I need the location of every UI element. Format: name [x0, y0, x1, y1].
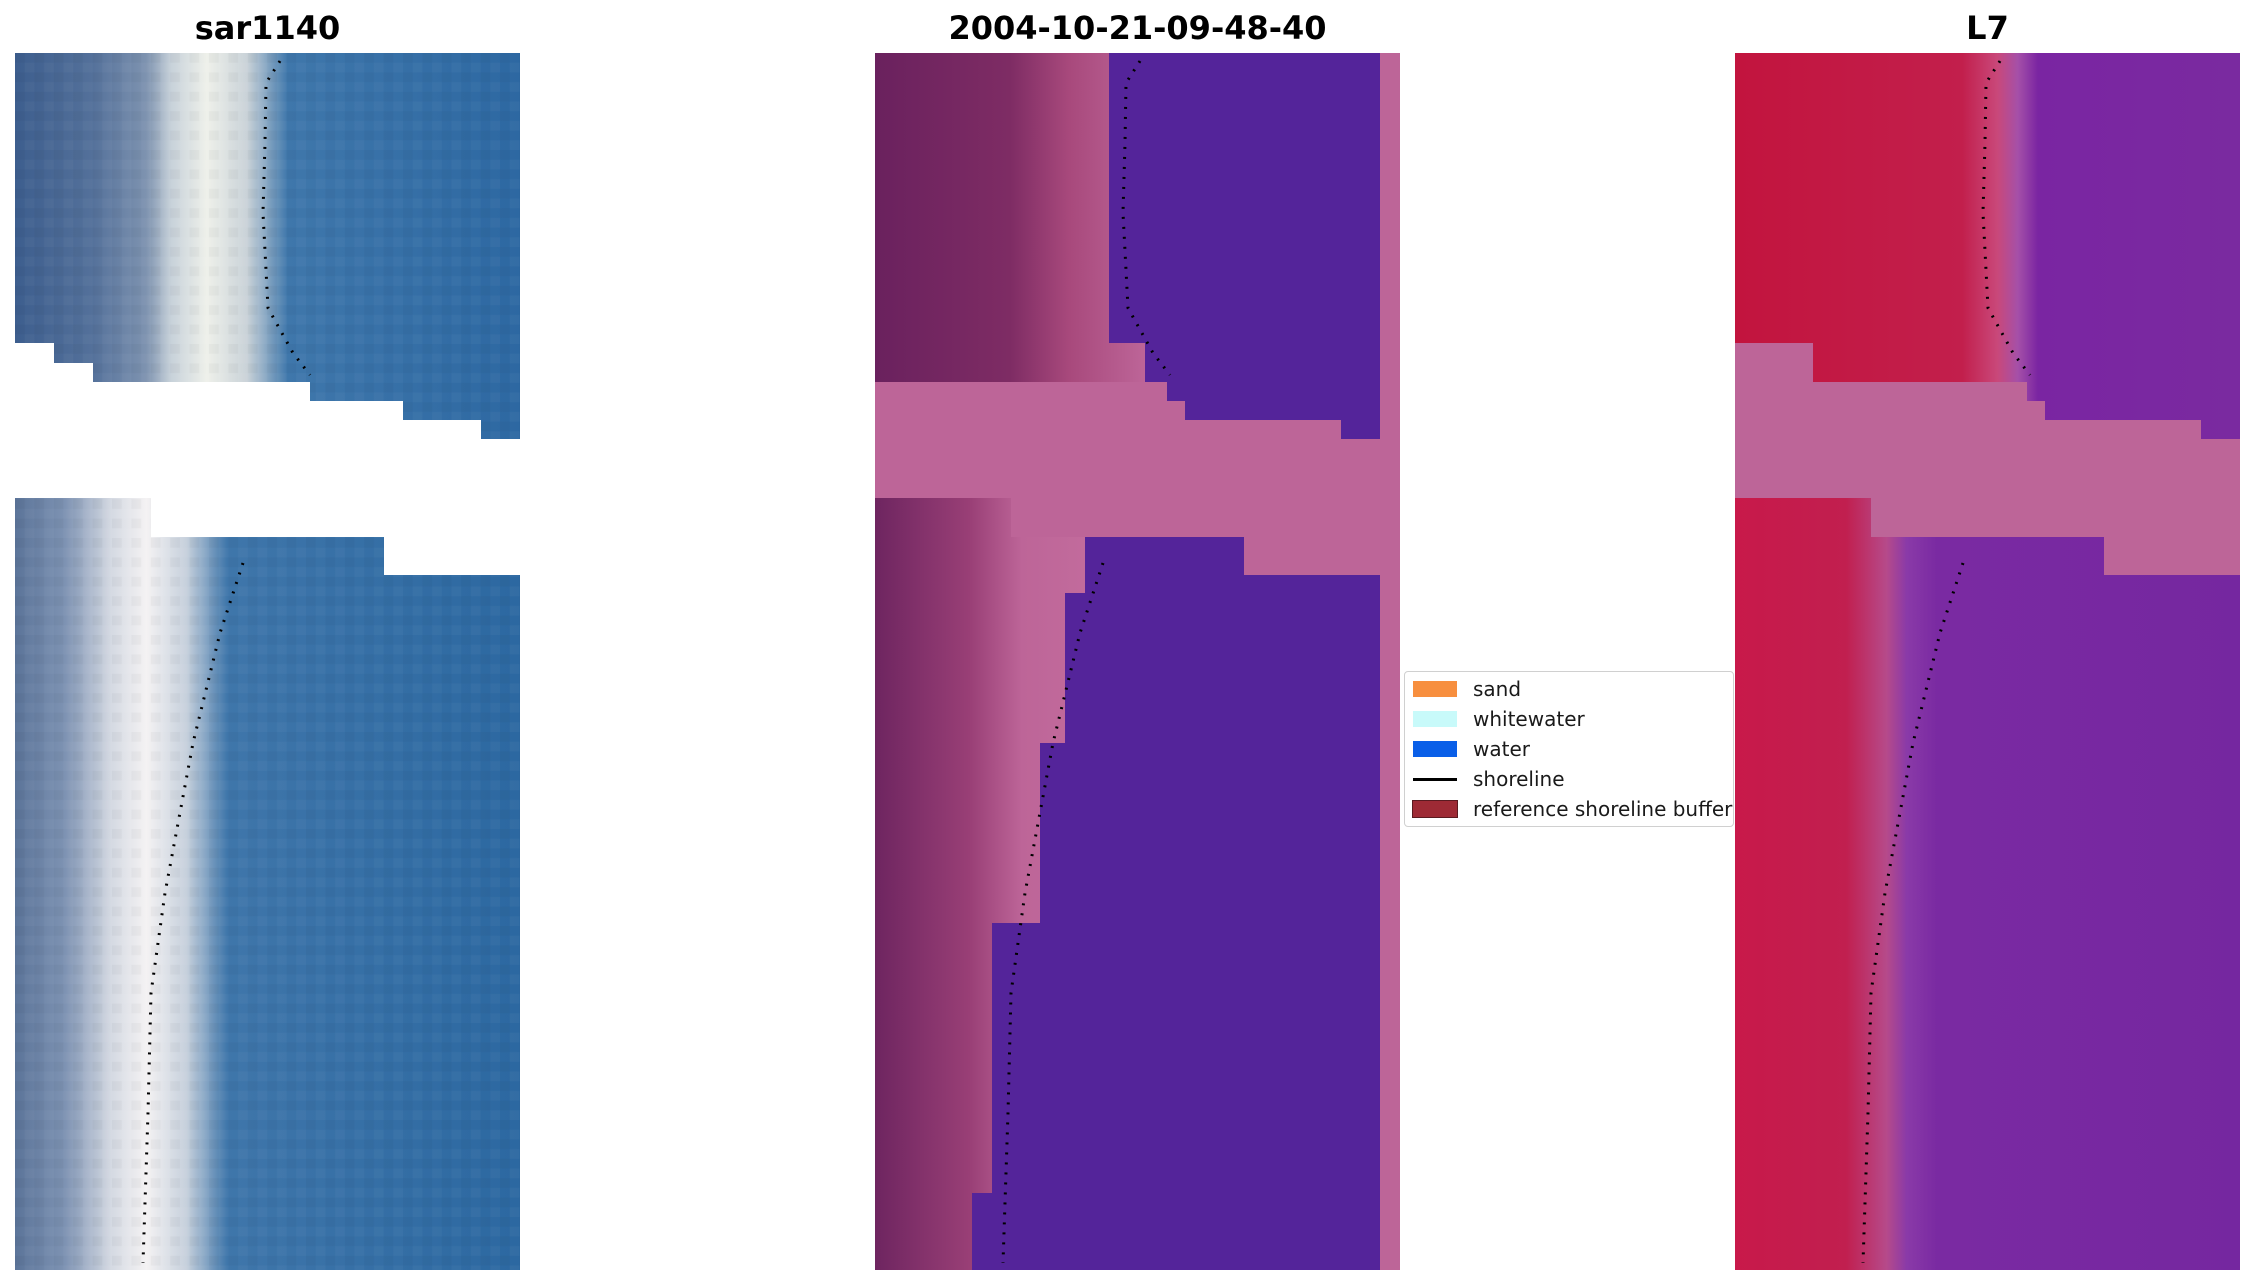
- reference-buffer-swatch: [1412, 800, 1458, 818]
- legend-label: reference shoreline buffer: [1473, 797, 1733, 821]
- shoreline-swatch: [1413, 777, 1457, 781]
- index-image-panel: [1735, 53, 2240, 1270]
- index-image: [1735, 53, 2240, 1270]
- sand-swatch: [1413, 681, 1457, 697]
- legend-item-shoreline: shoreline: [1413, 766, 1565, 792]
- shoreline-line-classified-lower: [1001, 562, 1105, 1264]
- classified-image-panel: [875, 53, 1400, 1270]
- legend: sand whitewater water shoreline referenc…: [1404, 671, 1734, 827]
- rgb-image-panel: [15, 53, 520, 1270]
- panel-title-index: L7: [1966, 9, 2009, 47]
- rgb-satellite-image: [15, 53, 520, 1270]
- legend-label: sand: [1473, 677, 1522, 701]
- legend-label: whitewater: [1473, 707, 1585, 731]
- shoreline-line-index-lower: [1861, 562, 1965, 1264]
- shoreline-line-rgb-lower: [141, 562, 245, 1264]
- legend-label: shoreline: [1473, 767, 1565, 791]
- legend-item-water: water: [1413, 736, 1530, 762]
- panel-title-classified: 2004-10-21-09-48-40: [948, 9, 1327, 47]
- water-swatch: [1413, 741, 1457, 757]
- legend-label: water: [1473, 737, 1530, 761]
- panel-title-rgb: sar1140: [194, 9, 341, 47]
- whitewater-swatch: [1413, 711, 1457, 727]
- classified-image: [875, 53, 1400, 1270]
- legend-item-reference-buffer: reference shoreline buffer: [1412, 796, 1733, 822]
- legend-item-whitewater: whitewater: [1413, 706, 1585, 732]
- legend-item-sand: sand: [1413, 676, 1521, 702]
